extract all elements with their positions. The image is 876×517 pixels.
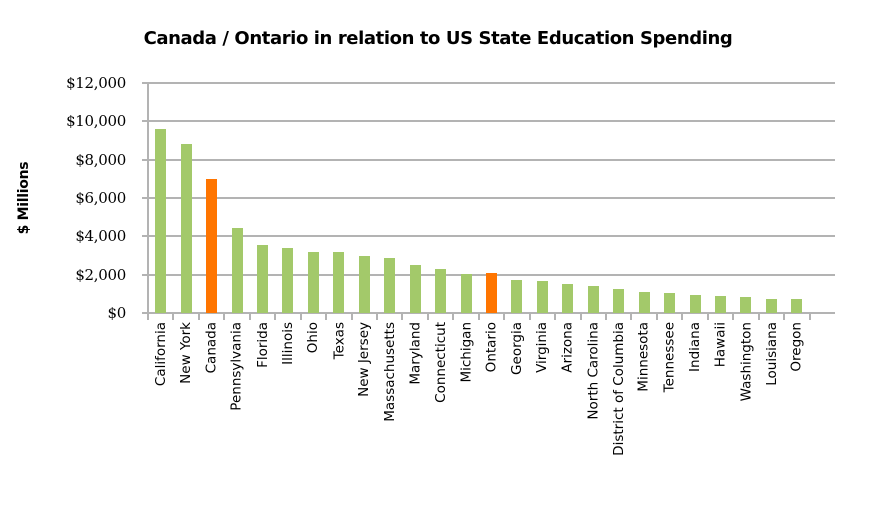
bar-oregon: [791, 299, 803, 313]
gridline: [142, 120, 835, 123]
bar-texas: [333, 251, 345, 313]
x-tick-label-text: Canada: [203, 322, 220, 374]
x-tick-label-text: Washington: [737, 322, 754, 402]
gridline: [142, 82, 835, 84]
y-tick-label: $10,000: [66, 112, 126, 131]
x-tick-label-text: Georgia: [508, 322, 525, 375]
x-tick: [477, 313, 480, 320]
x-tick-label-text: Illinois: [279, 322, 296, 365]
x-tick: [401, 313, 404, 320]
bar-hawaii: [715, 296, 726, 313]
x-tick: [528, 313, 531, 320]
x-tick-label-text: Michigan: [458, 322, 475, 383]
x-tick-label-text: Maryland: [407, 322, 424, 385]
x-tick: [172, 313, 175, 320]
x-tick: [605, 313, 607, 320]
bar-michigan: [460, 273, 472, 313]
x-tick: [325, 313, 328, 320]
y-axis-label-text: $ Millions: [16, 161, 32, 235]
x-tick-label-text: New Jersey: [356, 322, 373, 397]
bar-georgia: [511, 280, 523, 313]
x-tick-label-text: Massachusetts: [381, 322, 398, 422]
x-tick: [808, 313, 811, 320]
x-tick: [426, 313, 429, 320]
x-tick: [376, 313, 378, 320]
bar-maryland: [409, 265, 421, 313]
bar-pennsylvania: [231, 227, 243, 313]
x-tick-label-text: Hawaii: [712, 322, 729, 368]
x-tick-label-text: California: [152, 322, 169, 387]
x-tick: [681, 313, 684, 320]
bar-virginia: [536, 281, 548, 313]
x-tick-label-text: New York: [178, 322, 195, 384]
x-tick-label-text: Minnesota: [636, 322, 653, 392]
bar-massachusetts: [384, 258, 396, 313]
x-tick-label-text: District of Columbia: [610, 322, 627, 456]
bar-north-carolina: [587, 286, 599, 313]
x-tick-label-text: Ohio: [305, 322, 322, 354]
x-tick: [503, 313, 506, 320]
bar-new-jersey: [358, 255, 370, 313]
bar-connecticut: [435, 269, 447, 313]
x-tick: [757, 313, 760, 320]
x-tick: [554, 313, 557, 320]
bar-ohio: [307, 251, 319, 313]
y-tick-label: $4,000: [75, 227, 126, 246]
bar-minnesota: [638, 292, 650, 313]
bar-new-york: [180, 144, 192, 313]
y-tick-label: $6,000: [75, 189, 126, 207]
bar-washington: [740, 297, 752, 313]
x-tick-label-text: Pennsylvania: [229, 322, 246, 411]
x-tick: [579, 313, 582, 320]
x-tick: [248, 313, 251, 320]
x-tick: [732, 313, 735, 320]
x-tick: [452, 313, 455, 320]
bar-louisiana: [765, 299, 777, 313]
y-tick-label: $2,000: [75, 265, 126, 284]
chart-title: Canada / Ontario in relation to US State…: [143, 28, 733, 49]
gridline: [142, 312, 835, 314]
x-tick-label-text: Arizona: [559, 322, 576, 373]
x-tick: [299, 313, 302, 320]
x-tick: [223, 313, 226, 320]
bar-district-of-columbia: [613, 289, 625, 313]
x-tick-label-text: Tennessee: [661, 322, 678, 393]
bar-indiana: [689, 295, 701, 313]
bar-tennessee: [664, 293, 676, 313]
x-tick: [350, 313, 353, 320]
bar-california: [155, 129, 167, 313]
y-tick-label: $12,000: [66, 74, 126, 92]
x-tick: [706, 313, 709, 320]
gridline: [142, 197, 835, 199]
x-tick-label-text: Texas: [330, 322, 347, 360]
bar-illinois: [282, 247, 294, 313]
x-tick-label-text: Ontario: [483, 322, 500, 373]
y-tick-label: $0: [107, 304, 127, 322]
x-tick: [783, 313, 786, 320]
bar-arizona: [562, 284, 574, 313]
x-tick-label-text: Virginia: [534, 322, 551, 373]
x-tick: [147, 313, 149, 320]
x-tick: [274, 313, 277, 320]
x-tick: [630, 313, 633, 320]
x-tick: [197, 313, 200, 320]
bar-florida: [257, 244, 268, 313]
y-axis: [147, 83, 149, 320]
x-tick: [655, 313, 658, 320]
y-tick-label: $8,000: [75, 150, 126, 169]
x-tick-label-text: North Carolina: [585, 322, 602, 420]
x-tick-label-text: Florida: [254, 322, 271, 368]
x-tick-label-text: Indiana: [687, 322, 704, 372]
gridline: [142, 158, 835, 161]
x-tick-label-text: Oregon: [788, 322, 805, 372]
x-tick-label-text: Louisiana: [763, 322, 780, 386]
bar-ontario: [486, 273, 497, 313]
gridline: [142, 235, 835, 238]
x-tick-label-text: Connecticut: [432, 322, 449, 403]
bar-canada: [206, 178, 218, 313]
